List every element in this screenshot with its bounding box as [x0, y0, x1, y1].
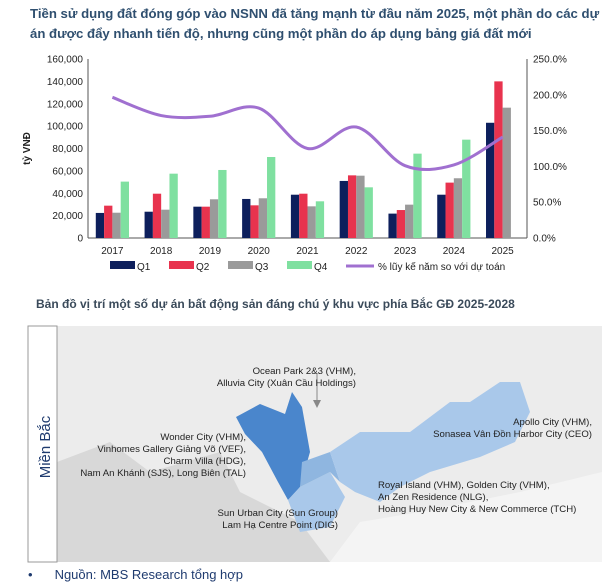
y-tick-label: 80,000 — [52, 144, 83, 155]
label-sun-urban: Sun Urban City (Sun Group) Lam Hạ Centre … — [217, 508, 338, 531]
x-tick-label: 2025 — [491, 246, 514, 257]
y2-tick-label: 150.0% — [533, 126, 567, 137]
bar-q4-2018 — [169, 173, 178, 238]
bar-q3-2022 — [356, 175, 365, 238]
bar-q1-2017 — [95, 212, 105, 238]
bar-q4-2022 — [364, 187, 373, 238]
x-tick-label: 2019 — [199, 246, 222, 257]
bar-q2-2024 — [445, 182, 454, 238]
legend-label: Q2 — [196, 262, 210, 273]
bar-q1-2019 — [193, 206, 202, 238]
y2-tick-label: 50.0% — [533, 198, 561, 209]
bar-q1-2024 — [437, 194, 446, 238]
bar-q3-2024 — [453, 178, 463, 238]
label-apollo: Apollo City (VHM), Sonasea Vân Đồn Harbor… — [433, 417, 592, 440]
x-tick-label: 2017 — [101, 246, 124, 257]
region-mid — [300, 452, 340, 487]
bar-q3-2021 — [307, 206, 316, 238]
bar-q1-2021 — [290, 194, 300, 238]
bar-q1-2025 — [486, 122, 495, 238]
chart-title: Tiền sử dụng đất đóng góp vào NSNN đã tă… — [30, 6, 600, 41]
x-tick-label: 2022 — [345, 246, 368, 257]
bar-q3-2023 — [405, 204, 414, 238]
bar-q3-2019 — [209, 199, 219, 238]
bar-q4-2020 — [267, 157, 276, 238]
bar-q1-2020 — [242, 198, 251, 238]
bar-q1-2018 — [144, 211, 153, 238]
legend-label: Q3 — [255, 262, 269, 273]
region-label: Miền Bắc — [37, 415, 54, 478]
bar-q2-2018 — [152, 193, 162, 238]
bar-q1-2023 — [388, 213, 397, 238]
bar-q3-2020 — [258, 198, 268, 238]
y2-tick-label: 0.0% — [533, 234, 556, 245]
legend-swatch-q3 — [228, 261, 253, 269]
region-hanoi — [236, 392, 310, 500]
legend-label: % lũy kế năm so với dự toán — [378, 261, 505, 273]
y-tick-label: 60,000 — [52, 166, 83, 177]
x-tick-label: 2018 — [150, 246, 173, 257]
legend-label: Q4 — [314, 262, 328, 273]
y-tick-label: 0 — [77, 234, 83, 245]
legend-label: Q1 — [137, 262, 151, 273]
sea — [330, 472, 602, 562]
map-title: Bản đồ vị trí một số dự án bất động sản … — [36, 297, 515, 311]
x-tick-label: 2024 — [443, 246, 466, 257]
y-tick-label: 140,000 — [47, 77, 84, 88]
region-northeast — [330, 382, 530, 502]
y2-tick-label: 250.0% — [533, 55, 567, 66]
bar-line-chart: 0 20,000 40,000 60,000 80,000 100,000 120,000 1… — [22, 55, 567, 274]
label-royal-island: Royal Island (VHM), Golden City (VHM), An… — [378, 480, 577, 515]
y-tick-label: 40,000 — [52, 189, 83, 200]
y-tick-label: 160,000 — [47, 55, 84, 66]
bar-q2-2021 — [299, 193, 308, 238]
y2-tick-label: 200.0% — [533, 90, 567, 101]
label-ocean-park: Ocean Park 2&3 (VHM), Alluvia City (Xuân … — [216, 366, 356, 389]
x-tick-label: 2021 — [296, 246, 319, 257]
label-hanoi-projects: Wonder City (VHM), Vinhomes Gallery Giảng… — [80, 432, 246, 479]
legend-swatch-q2 — [169, 261, 194, 269]
region-south — [288, 472, 345, 532]
arrow-head — [313, 400, 321, 408]
x-tick-label: 2020 — [248, 246, 271, 257]
line-series-percent — [111, 95, 504, 171]
y2-tick-label: 100.0% — [533, 162, 567, 173]
bar-q4-2017 — [120, 181, 129, 238]
bar-q4-2023 — [413, 153, 422, 238]
bar-q2-2020 — [250, 205, 259, 238]
y-tick-label: 20,000 — [52, 211, 83, 222]
y-tick-label: 100,000 — [47, 122, 84, 133]
legend-swatch-q4 — [287, 261, 312, 269]
bar-q2-2019 — [201, 206, 210, 238]
bar-q2-2017 — [104, 205, 113, 238]
bar-q3-2018 — [161, 209, 170, 238]
y-axis-label: tỷ VNĐ — [22, 132, 33, 165]
legend-swatch-q1 — [110, 261, 135, 269]
bar-q4-2019 — [218, 169, 227, 238]
region-label-box — [27, 325, 58, 563]
map: Miền Bắc Ocean Park 2&3 (VHM), Alluvia Ci… — [0, 322, 610, 567]
bar-q1-2022 — [339, 180, 348, 238]
bar-q2-2023 — [396, 210, 406, 238]
bar-q2-2025 — [494, 81, 503, 238]
y-tick-label: 120,000 — [47, 99, 84, 110]
bar-q3-2025 — [502, 107, 511, 239]
bar-q3-2017 — [112, 212, 121, 238]
x-tick-label: 2023 — [394, 246, 417, 257]
bar-q4-2024 — [462, 139, 471, 238]
land-southwest — [57, 442, 330, 562]
map-graphic: Miền Bắc — [27, 325, 602, 563]
source-note: • Nguồn: MBS Research tổng hợp — [28, 567, 244, 582]
bar-q2-2022 — [347, 175, 357, 238]
bar-q4-2021 — [315, 201, 325, 238]
